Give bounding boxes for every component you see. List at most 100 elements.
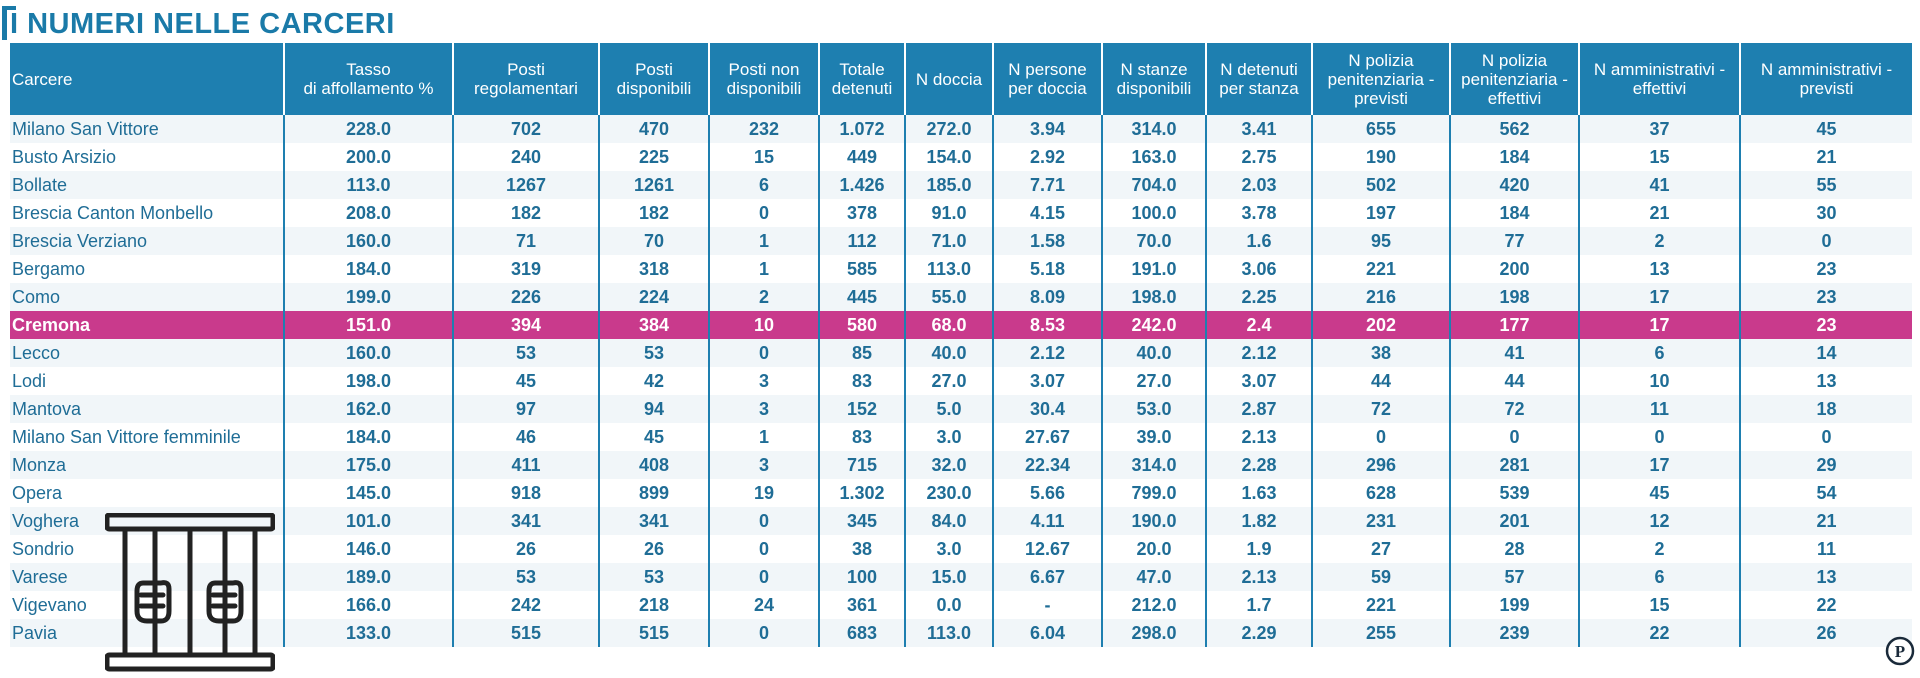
value-cell: 2.29 <box>1205 619 1312 647</box>
value-cell: 182 <box>452 199 599 227</box>
prison-bars-icon <box>105 513 275 672</box>
table-row: Vigevano 166.0 242 218 24 361 0.0-212.0 1.7 221 1… <box>10 591 1912 619</box>
value-cell: 21 <box>1739 143 1912 171</box>
value-cell: 224 <box>598 283 709 311</box>
value-cell: 112 <box>818 227 905 255</box>
value-cell: 212.0 <box>1101 591 1206 619</box>
value-cell: 145.0 <box>283 479 453 507</box>
value-cell: 7.71 <box>992 171 1102 199</box>
value-cell: 0 <box>708 199 819 227</box>
value-cell: 1267 <box>452 171 599 199</box>
value-cell: 28 <box>1449 535 1579 563</box>
column-header-13: N amministrativi - previsti <box>1739 43 1912 115</box>
value-cell: 0 <box>708 563 819 591</box>
value-cell: 201 <box>1449 507 1579 535</box>
table-body: Milano San Vittore 228.0 702 470 232 1.072 272… <box>10 115 1912 647</box>
value-cell: 160.0 <box>283 227 453 255</box>
value-cell: 2.13 <box>1205 423 1312 451</box>
value-cell: 12 <box>1578 507 1740 535</box>
column-header-7: N persone per doccia <box>992 43 1102 115</box>
table-row: Brescia Canton Monbello 208.0 182 182 0 378 91… <box>10 199 1912 227</box>
value-cell: 411 <box>452 451 599 479</box>
value-cell: 26 <box>598 535 709 563</box>
value-cell: 11 <box>1739 535 1912 563</box>
value-cell: 345 <box>818 507 905 535</box>
value-cell: - <box>992 591 1102 619</box>
value-cell: 655 <box>1311 115 1450 143</box>
value-cell: 198.0 <box>1101 283 1206 311</box>
prison-name-cell: Brescia Verziano <box>10 227 284 255</box>
value-cell: 8.09 <box>992 283 1102 311</box>
value-cell: 83 <box>818 423 905 451</box>
value-cell: 240 <box>452 143 599 171</box>
prison-name-cell: Bollate <box>10 171 284 199</box>
value-cell: 100 <box>818 563 905 591</box>
value-cell: 1.63 <box>1205 479 1312 507</box>
value-cell: 319 <box>452 255 599 283</box>
value-cell: 199 <box>1449 591 1579 619</box>
value-cell: 152 <box>818 395 905 423</box>
value-cell: 0 <box>1739 423 1912 451</box>
value-cell: 39.0 <box>1101 423 1206 451</box>
value-cell: 27.0 <box>904 367 993 395</box>
value-cell: 151.0 <box>283 311 453 339</box>
value-cell: 40.0 <box>1101 339 1206 367</box>
value-cell: 341 <box>598 507 709 535</box>
value-cell: 272.0 <box>904 115 993 143</box>
value-cell: 221 <box>1311 255 1450 283</box>
value-cell: 154.0 <box>904 143 993 171</box>
value-cell: 13 <box>1578 255 1740 283</box>
value-cell: 1 <box>708 423 819 451</box>
value-cell: 26 <box>1739 619 1912 647</box>
value-cell: 190 <box>1311 143 1450 171</box>
value-cell: 22 <box>1578 619 1740 647</box>
value-cell: 2.03 <box>1205 171 1312 199</box>
value-cell: 1.302 <box>818 479 905 507</box>
value-cell: 191.0 <box>1101 255 1206 283</box>
table-row: Cremona 151.0 394 384 10 580 68.0 8.53 242.0 2.4 2… <box>10 311 1912 339</box>
value-cell: 715 <box>818 451 905 479</box>
column-header-2: Posti regolamentari <box>452 43 599 115</box>
value-cell: 228.0 <box>283 115 453 143</box>
value-cell: 2 <box>1578 535 1740 563</box>
value-cell: 341 <box>452 507 599 535</box>
column-header-3: Posti disponibili <box>598 43 709 115</box>
value-cell: 704.0 <box>1101 171 1206 199</box>
value-cell: 177 <box>1449 311 1579 339</box>
value-cell: 17 <box>1578 451 1740 479</box>
table-row: Como 199.0 226 224 2 445 55.0 8.09 198.0 2.25 216 1… <box>10 283 1912 311</box>
value-cell: 41 <box>1578 171 1740 199</box>
value-cell: 515 <box>598 619 709 647</box>
value-cell: 71.0 <box>904 227 993 255</box>
value-cell: 23 <box>1739 311 1912 339</box>
prison-name-cell: Opera <box>10 479 284 507</box>
value-cell: 4.11 <box>992 507 1102 535</box>
value-cell: 55.0 <box>904 283 993 311</box>
value-cell: 470 <box>598 115 709 143</box>
value-cell: 162.0 <box>283 395 453 423</box>
prison-name-cell: Sondrio <box>10 535 284 563</box>
value-cell: 53 <box>452 563 599 591</box>
value-cell: 0 <box>708 619 819 647</box>
prison-name-cell: Busto Arsizio <box>10 143 284 171</box>
value-cell: 17 <box>1578 311 1740 339</box>
value-cell: 84.0 <box>904 507 993 535</box>
value-cell: 0 <box>1311 423 1450 451</box>
value-cell: 42 <box>598 367 709 395</box>
value-cell: 314.0 <box>1101 115 1206 143</box>
value-cell: 6 <box>1578 339 1740 367</box>
value-cell: 15 <box>1578 143 1740 171</box>
value-cell: 83 <box>818 367 905 395</box>
value-cell: 202 <box>1311 311 1450 339</box>
value-cell: 239 <box>1449 619 1579 647</box>
column-header-4: Posti non disponibili <box>708 43 819 115</box>
value-cell: 683 <box>818 619 905 647</box>
value-cell: 1.6 <box>1205 227 1312 255</box>
value-cell: 1.58 <box>992 227 1102 255</box>
value-cell: 182 <box>598 199 709 227</box>
column-header-11: N polizia penitenziaria - effettivi <box>1449 43 1579 115</box>
value-cell: 45 <box>1578 479 1740 507</box>
publisher-logo-icon: P <box>1885 636 1915 666</box>
value-cell: 11 <box>1578 395 1740 423</box>
value-cell: 100.0 <box>1101 199 1206 227</box>
